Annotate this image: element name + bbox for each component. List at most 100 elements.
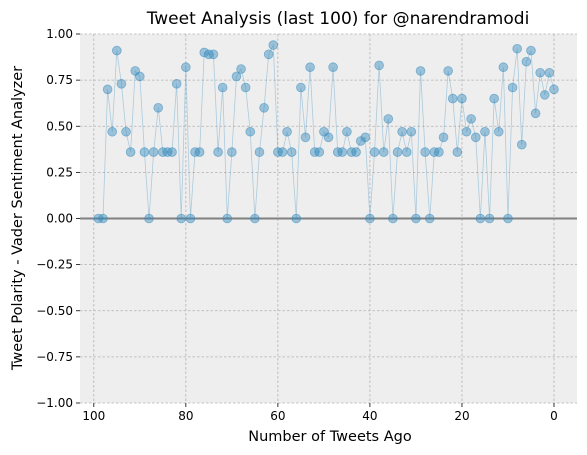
data-point [250,214,259,223]
data-point [352,148,361,157]
data-point [264,50,273,59]
data-point [370,148,379,157]
data-point [517,140,526,149]
data-point [425,214,434,223]
data-point [398,127,407,136]
data-point [306,63,315,72]
data-point [384,114,393,123]
data-point [269,41,278,50]
data-point [223,214,232,223]
data-point [467,114,476,123]
data-point [485,214,494,223]
data-point [278,148,287,157]
data-point [181,63,190,72]
data-point [494,127,503,136]
data-point [545,68,554,77]
data-point [315,148,324,157]
data-point [490,94,499,103]
data-point [476,214,485,223]
data-point [292,214,301,223]
data-point [214,148,223,157]
data-point [287,148,296,157]
x-tick-label: 100 [82,409,105,423]
x-tick-label: 0 [550,409,558,423]
data-point [453,148,462,157]
data-point [444,67,453,76]
data-point [255,148,264,157]
y-tick-label: 0.50 [46,119,73,133]
data-point [550,85,559,94]
x-tick-label: 20 [454,409,469,423]
data-point [283,127,292,136]
y-tick-label: −0.75 [36,350,73,364]
data-point [407,127,416,136]
data-point [504,214,513,223]
data-point [439,133,448,142]
data-point [435,148,444,157]
data-point [536,68,545,77]
data-point [329,63,338,72]
data-point [99,214,108,223]
y-tick-label: 0.00 [46,212,73,226]
data-point [531,109,540,118]
data-point [412,214,421,223]
data-point [241,83,250,92]
data-point [338,148,347,157]
data-point [296,83,305,92]
data-point [246,127,255,136]
data-point [508,83,517,92]
data-point [186,214,195,223]
data-point [389,214,398,223]
data-point [448,94,457,103]
data-point [112,46,121,55]
data-point [172,79,181,88]
y-tick-label: 1.00 [46,27,73,41]
data-point [117,79,126,88]
data-point [522,57,531,66]
data-point [145,214,154,223]
data-point [471,133,480,142]
data-point [301,133,310,142]
data-point [416,67,425,76]
y-tick-label: 0.75 [46,73,73,87]
data-point [168,148,177,157]
y-axis-label: Tweet Polarity - Vader Sentiment Analyze… [10,66,26,371]
data-point [527,46,536,55]
x-tick-label: 60 [270,409,285,423]
data-point [375,61,384,70]
y-tick-label: −1.00 [36,396,73,410]
data-point [135,72,144,81]
x-tick-label: 40 [362,409,377,423]
data-point [209,50,218,59]
x-axis-ticks: 100 80 60 40 20 0 [82,403,557,423]
data-point [343,127,352,136]
data-point [149,148,158,157]
data-point [108,127,117,136]
data-point [260,103,269,112]
data-point [481,127,490,136]
data-point [324,133,333,142]
data-point [379,148,388,157]
data-point [122,127,131,136]
x-axis-label: Number of Tweets Ago [248,429,412,445]
data-point [361,133,370,142]
data-point [402,148,411,157]
data-point [540,90,549,99]
data-point [499,63,508,72]
chart-title: Tweet Analysis (last 100) for @narendram… [146,9,530,29]
data-point [195,148,204,157]
data-point [154,103,163,112]
y-axis-ticks: −1.00 −0.75 −0.50 −0.25 0.00 0.25 0.50 0.75 1.00 [36,27,80,410]
data-point [227,148,236,157]
x-tick-label: 80 [178,409,193,423]
data-point [366,214,375,223]
data-point [126,148,135,157]
data-point [421,148,430,157]
data-point [462,127,471,136]
y-tick-label: −0.50 [36,304,73,318]
y-tick-label: −0.25 [36,258,73,272]
data-point [103,85,112,94]
data-point [177,214,186,223]
y-tick-label: 0.25 [46,165,73,179]
